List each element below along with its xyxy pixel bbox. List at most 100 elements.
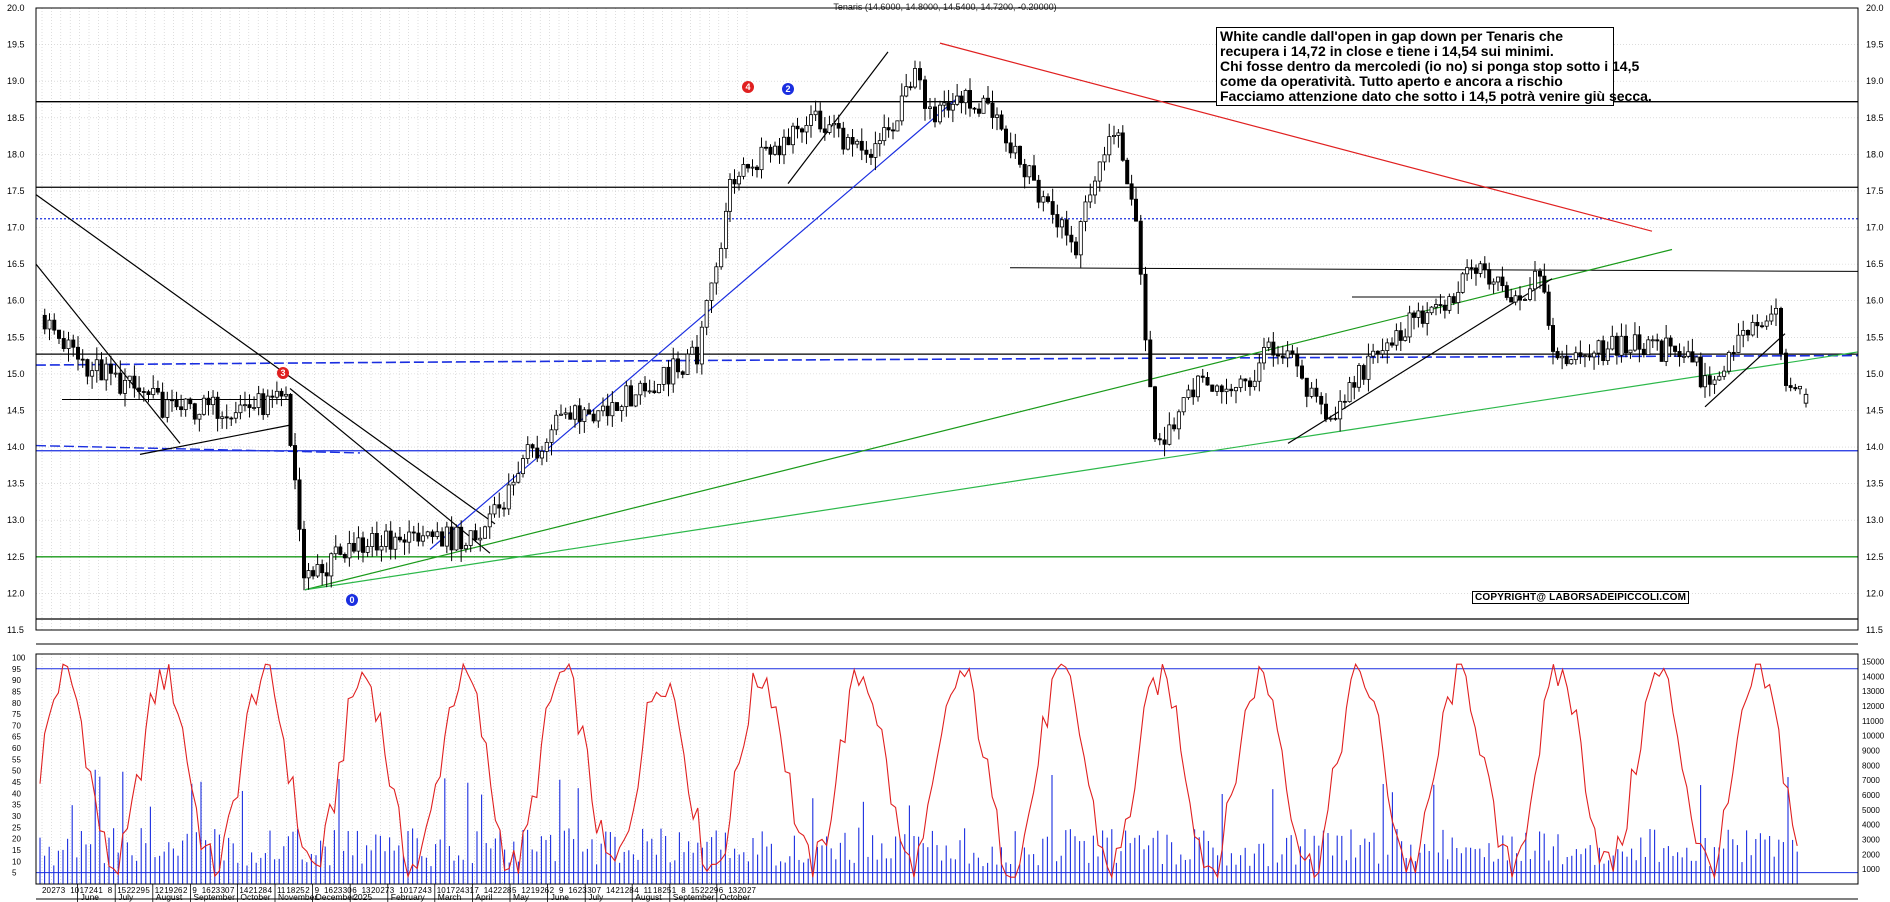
candle-black xyxy=(169,399,174,402)
y-tick-label-right: 15.0 xyxy=(1866,369,1884,379)
x-month-label: August xyxy=(635,892,662,902)
candle-black xyxy=(324,572,329,577)
candle-black xyxy=(85,359,90,377)
candle-white xyxy=(782,136,787,156)
candle-black xyxy=(1271,341,1276,356)
candle-black xyxy=(1069,234,1074,243)
candle-black xyxy=(192,403,197,420)
x-day-tick-label: 3 xyxy=(427,886,432,895)
candle-white xyxy=(506,484,511,510)
osc-tick-label-left: 55 xyxy=(12,755,21,764)
volume-tick-label-right: 2000 xyxy=(1862,850,1880,859)
y-tick-label-left: 11.5 xyxy=(7,625,24,635)
candle-white xyxy=(573,405,578,420)
uptrend-line xyxy=(787,51,889,184)
candle-black xyxy=(311,570,316,577)
candle-white xyxy=(478,537,483,541)
x-day-tick-label: 29 xyxy=(709,886,718,895)
candle-black xyxy=(174,399,179,408)
candle-black xyxy=(1375,350,1380,355)
candle-white xyxy=(201,397,206,415)
candle-black xyxy=(869,153,874,158)
x-day-tick-label: 5 xyxy=(512,886,517,895)
trend-lines xyxy=(35,42,1859,591)
candle-black xyxy=(1614,335,1619,356)
candle-white xyxy=(315,564,320,577)
candle-white xyxy=(1460,273,1465,293)
candle-white xyxy=(220,416,225,419)
candle-black xyxy=(397,536,402,541)
x-month-label: July xyxy=(118,892,134,902)
candle-black xyxy=(1469,267,1474,270)
candle-black xyxy=(473,530,478,541)
y-tick-label-left: 18.5 xyxy=(7,113,25,123)
candle-white xyxy=(1060,219,1065,228)
candle-black xyxy=(1624,335,1629,354)
candle-white xyxy=(873,143,878,158)
candle-white xyxy=(601,405,606,412)
y-tick-label-left: 17.0 xyxy=(7,223,25,233)
y-tick-label-left: 14.0 xyxy=(7,442,25,452)
candle-black xyxy=(137,387,142,392)
uptrend-line-lightgreen xyxy=(304,351,1859,591)
candle-white xyxy=(544,441,549,452)
candle-white xyxy=(1266,341,1271,348)
candle-white xyxy=(463,545,468,550)
x-day-tick-label: 18 xyxy=(286,886,295,895)
x-day-tick-label: 15 xyxy=(691,886,700,895)
x-day-tick-label: 17 xyxy=(80,886,89,895)
horizontal-level xyxy=(1009,267,1859,272)
candle-white xyxy=(393,536,398,550)
candle-black xyxy=(1324,403,1329,420)
x-day-tick-label: 23 xyxy=(333,886,342,895)
candle-white xyxy=(1385,342,1390,351)
volume-tick-label-right: 8000 xyxy=(1862,761,1880,770)
candle-black xyxy=(795,125,800,130)
x-day-tick-label: 19 xyxy=(164,886,173,895)
candle-white xyxy=(1366,355,1371,380)
candle-white xyxy=(855,140,860,145)
candle-white xyxy=(454,526,459,551)
candle-black xyxy=(1793,387,1798,390)
candle-white xyxy=(252,407,257,409)
x-day-tick-label: 27 xyxy=(51,886,60,895)
candle-black xyxy=(1551,325,1556,352)
candle-black xyxy=(206,397,211,406)
candle-white xyxy=(938,104,943,123)
candle-white xyxy=(197,413,202,420)
candle-black xyxy=(160,391,165,418)
x-day-tick-label: 1 xyxy=(98,886,103,895)
y-tick-label-right: 19.5 xyxy=(1866,40,1884,50)
candle-black xyxy=(1641,348,1646,356)
downtrend-line xyxy=(35,194,496,525)
candle-black xyxy=(497,504,502,509)
x-day-tick-label: 7 xyxy=(597,886,602,895)
candle-black xyxy=(615,402,620,411)
candle-black xyxy=(841,127,846,150)
x-month-label: 2025 xyxy=(353,892,372,902)
candle-white xyxy=(638,382,643,396)
x-day-tick-label: 8 xyxy=(681,886,686,895)
x-day-tick-label: 17 xyxy=(409,886,418,895)
x-day-tick-label: 9 xyxy=(192,886,197,895)
candle-black xyxy=(1578,352,1583,357)
candle-white xyxy=(995,114,1000,118)
y-tick-label-left: 13.0 xyxy=(7,515,25,525)
x-day-tick-label: 20 xyxy=(42,886,51,895)
candle-black xyxy=(179,406,184,411)
x-day-tick-label: 9 xyxy=(559,886,564,895)
volume-tick-label-right: 3000 xyxy=(1862,835,1880,844)
candle-white xyxy=(1592,352,1597,358)
candle-black xyxy=(643,382,648,392)
x-month-label: August xyxy=(156,892,183,902)
candle-white xyxy=(596,410,601,422)
x-day-tick-label: 20 xyxy=(371,886,380,895)
candle-black xyxy=(1518,295,1523,301)
note-line: White candle dall'open in gap down per T… xyxy=(1220,28,1564,44)
candle-black xyxy=(1290,350,1295,355)
candle-white xyxy=(444,526,449,547)
candle-black xyxy=(1677,351,1682,358)
candle-white xyxy=(657,383,662,394)
candle-black xyxy=(1046,196,1051,202)
candle-black xyxy=(1412,312,1417,318)
